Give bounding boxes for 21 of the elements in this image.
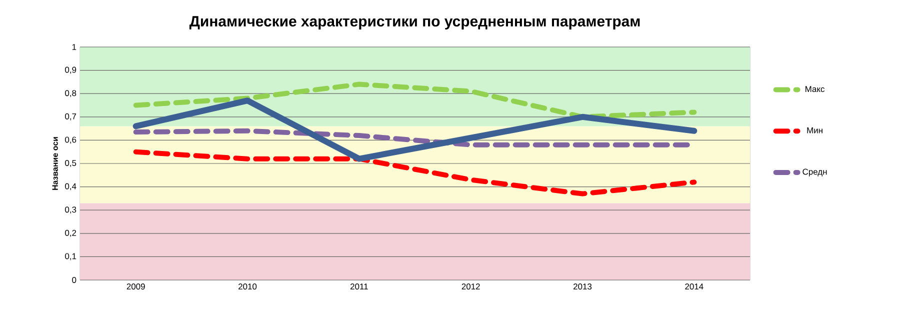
- x-tick-label: 2013: [574, 284, 592, 290]
- y-tick-label: 0,7: [65, 113, 76, 120]
- legend-label: Макс: [806, 86, 824, 92]
- y-tick-label: 0,6: [65, 136, 76, 144]
- y-tick-label: 0,8: [65, 90, 76, 98]
- chart-title: Динамические характеристики по усредненным параметрам: [189, 16, 640, 30]
- y-tick-label: 1: [72, 44, 76, 50]
- y-tick-label: 0,4: [65, 183, 76, 190]
- legend-label: Средн: [802, 168, 827, 176]
- y-tick-label: 0,1: [65, 253, 76, 260]
- x-tick-label: 2012: [462, 284, 480, 290]
- y-tick-label: 0,3: [65, 206, 76, 214]
- y-tick-label: 0,9: [65, 66, 76, 74]
- y-tick-label: 0,2: [65, 230, 76, 237]
- y-tick-label: 0: [72, 277, 76, 283]
- x-tick-label: 2010: [238, 284, 257, 290]
- x-tick-label: 2014: [685, 284, 704, 290]
- x-tick-label: 2011: [350, 284, 368, 290]
- x-tick-label: 2009: [126, 284, 145, 290]
- y-tick-label: 0,5: [65, 160, 76, 167]
- legend-label: Мин: [807, 127, 822, 134]
